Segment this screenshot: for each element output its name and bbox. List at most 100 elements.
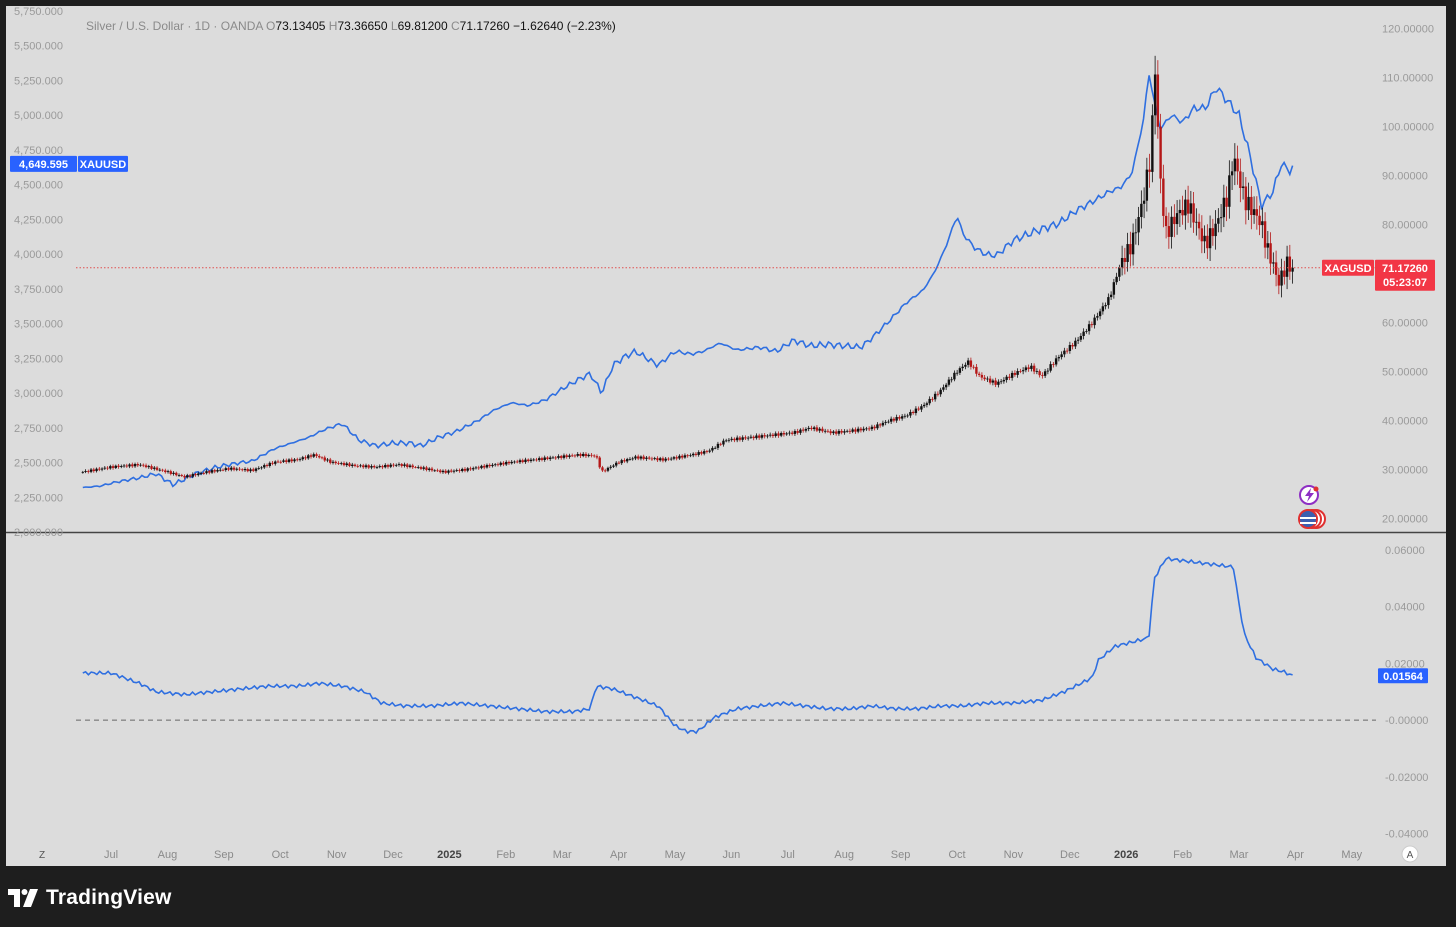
xagusd-candle-body (219, 469, 222, 471)
xagusd-candle-body (1021, 370, 1025, 372)
xagusd-candle-body (263, 465, 266, 468)
xagusd-candle-body (518, 460, 522, 463)
symbol-legend[interactable]: Silver / U.S. Dollar · 1D · OANDA O73.13… (86, 19, 616, 33)
xagusd-candle-body (370, 466, 373, 468)
right-axis-tick-label: 100.00000 (1382, 122, 1434, 134)
left-price-axis[interactable]: 5,750.000 5,500.000 5,250.000 5,000.000 4,75… (14, 6, 63, 539)
xagusd-candle-body (749, 436, 753, 438)
xagusd-candle-body (257, 467, 260, 469)
xagusd-candle-body (917, 408, 920, 410)
xagusd-candle-body (862, 428, 865, 431)
left-axis-tick-label: 5,750.000 (14, 6, 63, 18)
xagusd-candle-body (1233, 158, 1237, 172)
lightning-alert-dot-icon (1313, 486, 1319, 492)
xagusd-candle-body (843, 431, 846, 433)
xagusd-candle-body (991, 380, 995, 383)
xagusd-candle-body (103, 467, 106, 469)
xagusd-candle-body (587, 454, 590, 457)
xagusd-candle-body (777, 433, 780, 436)
xagusd-candle-body (1222, 197, 1226, 218)
xagusd-candle-body (483, 465, 486, 468)
xagusd-candle-body (1211, 228, 1215, 237)
xagusd-candle-body (505, 461, 508, 465)
xagusd-candle-body (1093, 317, 1096, 326)
xagusd-candle-body (1258, 215, 1261, 226)
xagusd-candle-body (175, 472, 178, 476)
xagusd-candle-body (1010, 372, 1014, 378)
xagusd-candle-body (1142, 200, 1146, 204)
auto-scale-label[interactable]: A (1407, 850, 1414, 861)
xagusd-candle-body (408, 465, 412, 467)
xagusd-candle-body (598, 457, 601, 468)
xagusd-candle-body (865, 428, 868, 430)
xagusd-candle-body (900, 416, 904, 419)
xagusd-candle-body (903, 415, 907, 417)
xagusd-candle-body (271, 462, 274, 464)
time-axis[interactable]: Jul Aug Sep Oct Nov Dec 2025 Feb Mar Apr May Jun Jul… (104, 849, 1363, 861)
xagusd-candle-body (601, 467, 604, 471)
xagusd-candle-body (213, 470, 216, 472)
xagusd-candle-body (425, 467, 428, 470)
xagusd-candle-body (1043, 371, 1047, 376)
xagusd-candle-body (276, 461, 280, 463)
indicator-line (82, 556, 1293, 735)
xagusd-candle-body (636, 456, 640, 459)
left-axis-tick-label: 4,750.000 (14, 145, 63, 157)
chart-canvas[interactable]: 5,750.000 5,500.000 5,250.000 5,000.000 4,75… (6, 6, 1446, 866)
xagusd-candle-body (329, 459, 332, 463)
time-axis-label: Aug (834, 849, 854, 861)
brand-footer[interactable]: TradingView (8, 884, 172, 912)
xagusd-candle-body (221, 469, 225, 471)
time-axis-label: Apr (610, 849, 627, 861)
xagusd-candle-body (955, 372, 959, 374)
xagusd-candle-body (414, 467, 417, 468)
time-axis-label: Mar (1230, 849, 1249, 861)
xagusd-candle-body (1112, 282, 1116, 295)
xagusd-candle-body (669, 458, 673, 460)
xagusd-candle-body (694, 453, 698, 455)
left-axis-tick-label: 5,250.000 (14, 75, 63, 87)
xagusd-candle-body (1090, 324, 1094, 326)
xagusd-candle-body (1151, 115, 1154, 172)
lightning-bolt-icon (1305, 488, 1314, 502)
xagusd-candle-body (155, 467, 159, 470)
time-axis-label: Aug (158, 849, 178, 861)
xagusd-candle-body (293, 459, 296, 462)
indicator-pane (76, 556, 1376, 735)
xagusd-candle-body (1052, 364, 1055, 365)
xauusd-value-badge (10, 155, 77, 172)
xagusd-candle-body (653, 458, 656, 460)
xagusd-candle-body (521, 460, 524, 463)
xagusd-candle-body (1096, 316, 1099, 318)
left-axis-tick-label: 2,500.000 (14, 458, 63, 470)
xagusd-candle-body (1247, 196, 1250, 211)
indicator-axis[interactable]: 0.06000 0.04000 0.02000 -0.00000 -0.02000 -0.… (1385, 545, 1428, 841)
xagusd-candle-body (823, 430, 827, 432)
indicator-axis-tick-label: -0.02000 (1385, 772, 1428, 784)
xagusd-candle-body (516, 461, 519, 463)
xagusd-candle-body (359, 465, 362, 467)
xagusd-candle-body (851, 429, 854, 432)
xagusd-candle-body (312, 454, 315, 457)
xagusd-candle-body (177, 475, 181, 476)
xagusd-candle-body (796, 431, 799, 433)
xagusd-candle-body (593, 455, 596, 457)
xagusd-countdown-text: 05:23:07 (1383, 277, 1427, 289)
xagusd-candle-body (1087, 324, 1091, 332)
right-axis-tick-label: 20.00000 (1382, 514, 1428, 526)
xagusd-candle-body (309, 455, 313, 457)
xagusd-candle-body (983, 377, 986, 380)
xagusd-candle-body (301, 457, 304, 460)
xagusd-candle-body (549, 457, 552, 460)
scale-z-button[interactable]: Z (39, 850, 45, 861)
xagusd-candle-body (986, 378, 989, 380)
xagusd-candle-body (741, 437, 744, 440)
xagusd-candle-body (131, 464, 134, 467)
xagusd-candle-body (1288, 256, 1292, 272)
xagusd-candle-body (274, 461, 277, 464)
xagusd-candle-body (909, 411, 912, 416)
right-axis-tick-label: 40.00000 (1382, 416, 1428, 428)
xagusd-candle-body (384, 464, 387, 468)
xagusd-candle-body (966, 360, 970, 365)
xagusd-candle-body (650, 458, 654, 460)
